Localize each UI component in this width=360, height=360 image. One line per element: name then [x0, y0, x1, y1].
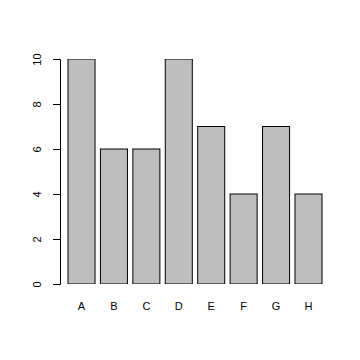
x-tick: C [142, 300, 150, 312]
x-tick-label: D [175, 300, 183, 312]
x-axis: A B C D E F G H [78, 300, 313, 312]
bar [165, 59, 192, 284]
bars [68, 59, 322, 284]
y-tick-mark [53, 104, 60, 105]
x-tick: D [175, 300, 183, 312]
x-tick-label: F [240, 300, 247, 312]
y-tick-label: 6 [31, 146, 43, 152]
x-tick-label: H [305, 300, 313, 312]
x-tick-label: A [78, 300, 86, 312]
y-axis-line [53, 60, 61, 285]
bar [295, 194, 322, 284]
y-tick-mark [53, 149, 60, 150]
bar [133, 149, 160, 284]
y-tick: 0 [31, 281, 60, 287]
bar [68, 59, 95, 284]
y-tick-label: 2 [31, 236, 43, 242]
y-tick-label: 8 [31, 101, 43, 107]
bar [198, 127, 225, 285]
y-tick: 10 [31, 53, 60, 65]
x-tick: F [240, 300, 247, 312]
x-tick-label: E [208, 300, 215, 312]
y-tick: 8 [31, 101, 60, 107]
bar [230, 194, 257, 284]
x-tick: B [110, 300, 117, 312]
y-axis: 0 2 4 6 8 10 [31, 53, 61, 287]
y-tick: 2 [31, 236, 60, 242]
y-tick-label: 10 [31, 53, 43, 65]
y-tick-mark [53, 194, 60, 195]
x-tick: G [272, 300, 281, 312]
chart: 0 2 4 6 8 10 A B C D E F G H [0, 0, 360, 360]
x-tick: A [78, 300, 86, 312]
y-tick: 4 [31, 191, 60, 197]
y-tick-label: 0 [31, 281, 43, 287]
x-tick-label: C [142, 300, 150, 312]
x-tick: E [208, 300, 215, 312]
bar [100, 149, 127, 284]
y-tick-label: 4 [31, 191, 43, 197]
x-tick-label: G [272, 300, 281, 312]
x-tick: H [305, 300, 313, 312]
x-tick-label: B [110, 300, 117, 312]
y-tick-mark [53, 59, 60, 60]
y-tick: 6 [31, 146, 60, 152]
y-tick-mark [53, 284, 60, 285]
bar [263, 127, 290, 285]
y-tick-mark [53, 239, 60, 240]
